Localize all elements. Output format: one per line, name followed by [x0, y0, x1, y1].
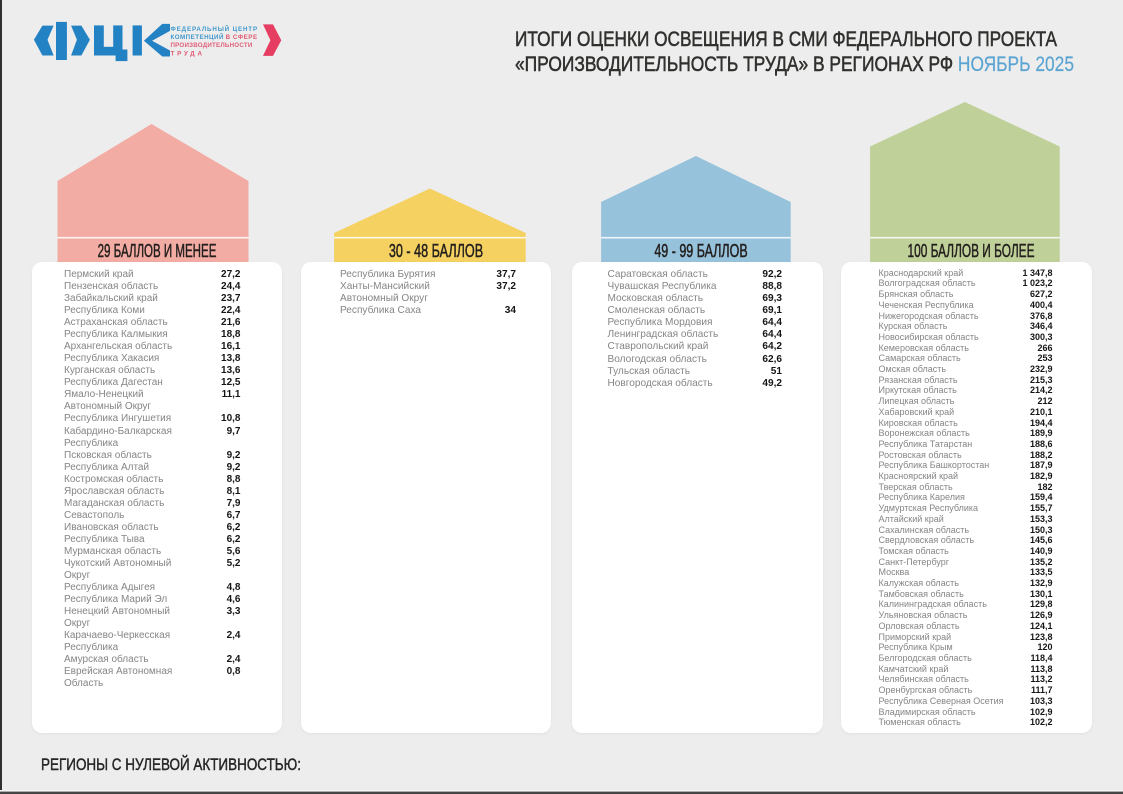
- svg-text:ФЕДЕРАЛЬНЫЙ ЦЕНТР: ФЕДЕРАЛЬНЫЙ ЦЕНТР: [171, 25, 258, 33]
- svg-text:КОМПЕТЕНЦИЙ: КОМПЕТЕНЦИЙ: [171, 33, 224, 41]
- svg-text:В СФЕРЕ: В СФЕРЕ: [226, 34, 258, 41]
- svg-text:ТРУДА: ТРУДА: [171, 51, 203, 58]
- svg-text:ПРОИЗВОДИТЕЛЬНОСТИ: ПРОИЗВОДИТЕЛЬНОСТИ: [171, 42, 253, 49]
